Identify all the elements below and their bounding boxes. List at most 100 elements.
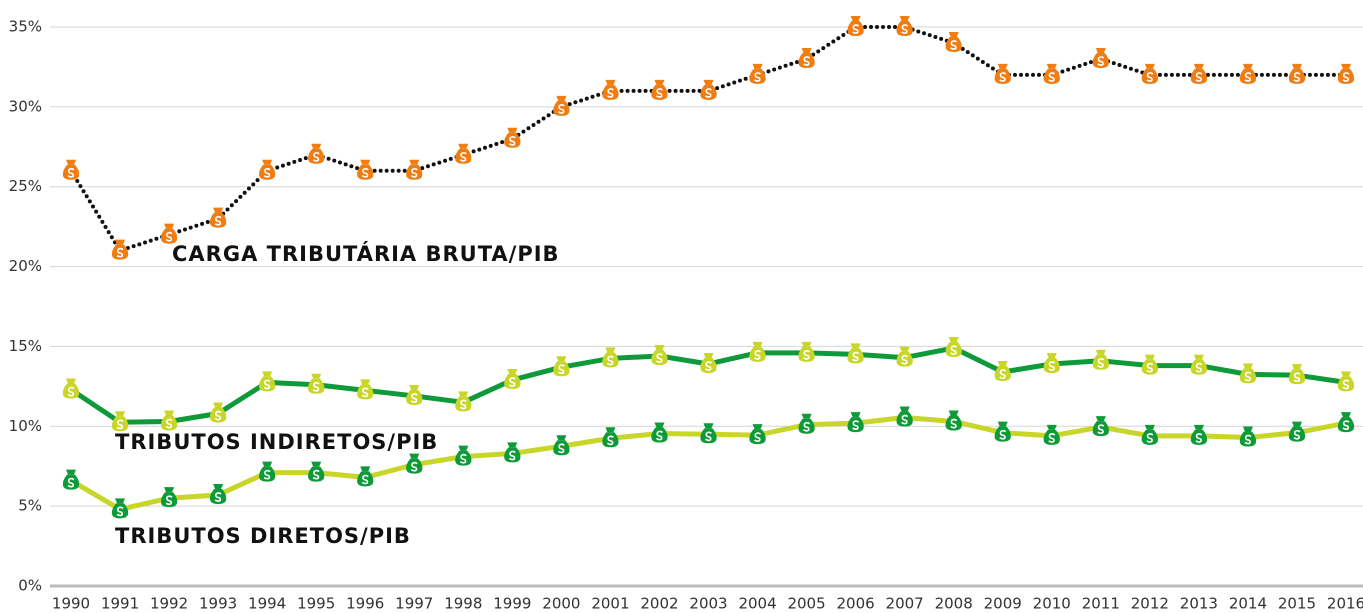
bag-sign <box>263 379 271 390</box>
bag-body <box>553 361 570 377</box>
bag-top <box>997 63 1008 69</box>
bag-top <box>1046 63 1057 69</box>
bag-top <box>899 346 910 352</box>
bag-top <box>66 469 76 475</box>
bag-body <box>994 426 1011 442</box>
bag-top <box>556 435 567 441</box>
bag-sign <box>1293 372 1301 383</box>
bag-top <box>507 368 518 374</box>
marker <box>1141 424 1159 445</box>
bag-body <box>1043 429 1060 445</box>
marker <box>749 424 766 445</box>
bag-top <box>899 16 910 21</box>
bag-body <box>651 427 668 443</box>
marker <box>308 373 325 394</box>
bag-sign <box>214 215 222 226</box>
bag-sign <box>606 355 614 366</box>
x-tick-label: 2011 <box>1082 595 1120 613</box>
bag-top <box>311 461 322 467</box>
bag-body <box>896 411 913 427</box>
bag-body <box>160 415 178 431</box>
bag-sign <box>116 247 124 258</box>
bag-top <box>703 423 714 429</box>
bag-top <box>654 79 665 85</box>
bag-top <box>703 79 714 85</box>
bag-sign <box>950 418 958 429</box>
marker <box>1190 424 1208 445</box>
marker <box>602 427 619 448</box>
marker <box>1288 421 1306 442</box>
marker <box>847 16 864 36</box>
bag-body <box>651 84 668 100</box>
bag-sign <box>705 88 712 98</box>
bag-sign <box>1195 362 1203 373</box>
bag-sign <box>410 461 418 472</box>
bag-top <box>409 453 420 459</box>
bag-body <box>111 416 129 432</box>
bag-top <box>360 379 371 385</box>
marker <box>896 346 913 367</box>
x-tick-label: 2008 <box>935 595 973 613</box>
bag-top <box>262 371 273 377</box>
bag-top <box>409 384 420 390</box>
bag-sign <box>950 40 958 50</box>
bag-top <box>948 410 959 416</box>
bag-body <box>1239 431 1257 447</box>
marker <box>945 337 962 358</box>
bag-body <box>798 346 815 362</box>
marker <box>553 435 570 456</box>
marker <box>62 159 80 180</box>
bag-top <box>164 410 175 416</box>
x-tick-label: 2013 <box>1180 595 1218 613</box>
bag-sign <box>165 418 173 429</box>
bag-body <box>504 132 521 148</box>
bag-top <box>801 341 812 347</box>
y-tick-label: 20% <box>9 257 42 275</box>
marker <box>62 378 80 399</box>
bag-top <box>752 341 763 347</box>
marker <box>1141 354 1159 375</box>
bag-top <box>1291 421 1302 427</box>
bag-body <box>1288 369 1306 385</box>
bag-top <box>1046 424 1057 430</box>
bag-body <box>209 212 227 228</box>
bag-top <box>1291 364 1302 370</box>
bag-body <box>258 376 276 392</box>
bag-sign <box>165 231 173 242</box>
bag-sign <box>214 492 222 502</box>
bag-body <box>1141 68 1159 84</box>
marker <box>1337 371 1355 392</box>
bag-top <box>556 356 567 362</box>
x-tick-label: 1997 <box>395 595 433 613</box>
bag-body <box>111 503 129 519</box>
x-tick-label: 2009 <box>984 595 1022 613</box>
bag-sign <box>1048 361 1056 371</box>
bag-sign <box>999 72 1007 82</box>
bag-sign <box>165 495 173 506</box>
bag-body <box>749 346 766 362</box>
bag-body <box>1043 68 1060 84</box>
marker <box>258 461 276 482</box>
bag-top <box>752 424 763 430</box>
marker <box>749 63 766 84</box>
bag-sign <box>852 351 860 362</box>
marker <box>455 143 472 164</box>
bag-sign <box>1048 72 1056 82</box>
bag-sign <box>312 151 320 162</box>
bag-body <box>62 383 80 399</box>
bag-sign <box>606 88 614 98</box>
marker <box>994 360 1011 381</box>
marker <box>700 352 717 373</box>
bag-top <box>1291 63 1302 69</box>
marker <box>209 483 227 504</box>
bag-top <box>164 487 175 493</box>
bag-top <box>458 445 469 451</box>
bag-sign <box>656 353 663 363</box>
bag-sign <box>705 431 712 442</box>
bag-sign <box>1097 358 1105 368</box>
bag-body <box>847 348 864 364</box>
series-line <box>69 25 1348 253</box>
bag-sign <box>656 88 663 98</box>
bag-body <box>602 84 619 100</box>
marker <box>406 384 423 405</box>
